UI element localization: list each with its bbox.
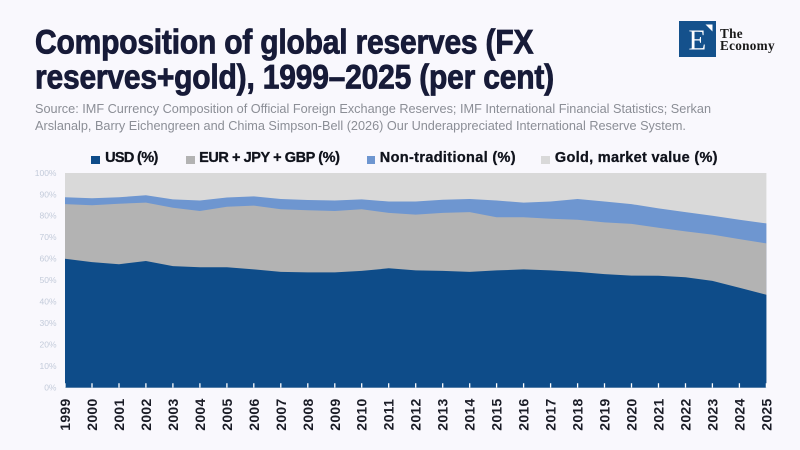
svg-text:70%: 70%	[39, 232, 56, 242]
svg-text:20%: 20%	[39, 340, 56, 350]
svg-text:10%: 10%	[39, 361, 56, 371]
svg-text:60%: 60%	[39, 254, 56, 264]
svg-text:E: E	[689, 25, 707, 57]
svg-text:30%: 30%	[39, 318, 56, 328]
svg-text:2016: 2016	[516, 398, 532, 430]
svg-text:2019: 2019	[597, 398, 613, 430]
svg-text:2000: 2000	[84, 398, 100, 430]
svg-text:2003: 2003	[165, 398, 181, 430]
svg-text:2001: 2001	[111, 398, 127, 430]
svg-text:2010: 2010	[354, 398, 370, 430]
svg-text:1999: 1999	[57, 398, 73, 430]
svg-text:2021: 2021	[651, 398, 667, 430]
svg-text:2014: 2014	[462, 398, 478, 430]
svg-text:2025: 2025	[758, 398, 774, 430]
svg-text:2022: 2022	[678, 398, 694, 430]
svg-text:2020: 2020	[624, 398, 640, 430]
svg-text:50%: 50%	[39, 275, 56, 285]
svg-text:2007: 2007	[273, 398, 289, 430]
svg-text:100%: 100%	[35, 168, 57, 178]
svg-text:2018: 2018	[570, 398, 586, 430]
svg-text:40%: 40%	[39, 297, 56, 307]
svg-text:2002: 2002	[138, 398, 154, 430]
svg-text:90%: 90%	[39, 189, 56, 199]
svg-text:2008: 2008	[300, 398, 316, 430]
svg-text:2017: 2017	[543, 398, 559, 430]
svg-text:2009: 2009	[327, 398, 343, 430]
svg-text:2006: 2006	[246, 398, 262, 430]
svg-text:2004: 2004	[192, 398, 208, 430]
svg-text:2005: 2005	[219, 398, 235, 430]
svg-text:2023: 2023	[704, 398, 720, 430]
svg-text:2015: 2015	[489, 398, 505, 430]
svg-text:2013: 2013	[435, 398, 451, 430]
svg-text:80%: 80%	[39, 211, 56, 221]
svg-text:0%: 0%	[44, 382, 57, 392]
svg-text:2012: 2012	[408, 398, 424, 430]
svg-text:2011: 2011	[381, 399, 397, 431]
svg-text:2024: 2024	[731, 398, 747, 430]
